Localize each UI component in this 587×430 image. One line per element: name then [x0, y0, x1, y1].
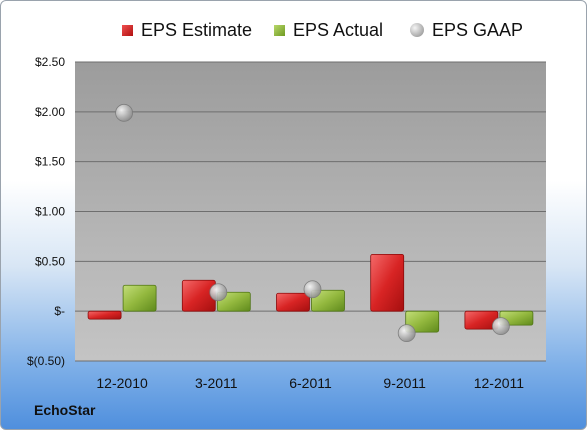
y-tick-label: $1.50: [35, 155, 65, 169]
estimate-swatch-icon: [122, 24, 133, 36]
gaap-point: [115, 103, 133, 122]
actual-bar: [122, 284, 157, 312]
estimate-bar: [370, 253, 405, 312]
legend-label-gaap: EPS GAAP: [432, 19, 524, 40]
x-tick-label: 6-2011: [289, 375, 332, 391]
gaap-point: [303, 280, 322, 299]
legend-item-actual: EPS Actual: [274, 15, 383, 45]
estimate-bar: [276, 292, 310, 312]
x-tick-label: 12-2010: [96, 375, 148, 391]
legend-item-gaap: EPS GAAP: [410, 15, 523, 45]
legend-item-estimate: EPS Estimate: [122, 15, 252, 45]
company-label: EchoStar: [34, 402, 96, 418]
legend: EPS Estimate EPS Actual EPS GAAP: [1, 15, 586, 45]
y-tick-label: $0.50: [35, 254, 65, 268]
actual-swatch-icon: [274, 24, 285, 36]
actual-bar: [405, 310, 440, 333]
y-tick-label: $2.50: [35, 55, 65, 69]
legend-label-actual: EPS Actual: [293, 19, 384, 40]
gaap-point: [209, 283, 228, 302]
y-tick-label: $(0.50): [27, 354, 65, 368]
x-tick-label: 9-2011: [383, 375, 426, 391]
actual-bar: [311, 289, 345, 312]
legend-label-estimate: EPS Estimate: [141, 19, 253, 40]
x-tick-label: 3-2011: [195, 375, 238, 391]
gaap-swatch-icon: [410, 23, 424, 37]
gaap-point: [397, 324, 416, 342]
y-tick-label: $-: [54, 304, 65, 318]
estimate-bar: [87, 310, 122, 320]
gaap-point: [491, 317, 510, 336]
y-tick-label: $1.00: [35, 205, 65, 219]
x-tick-label: 12-2011: [474, 375, 525, 391]
y-tick-label: $2.00: [35, 105, 65, 119]
